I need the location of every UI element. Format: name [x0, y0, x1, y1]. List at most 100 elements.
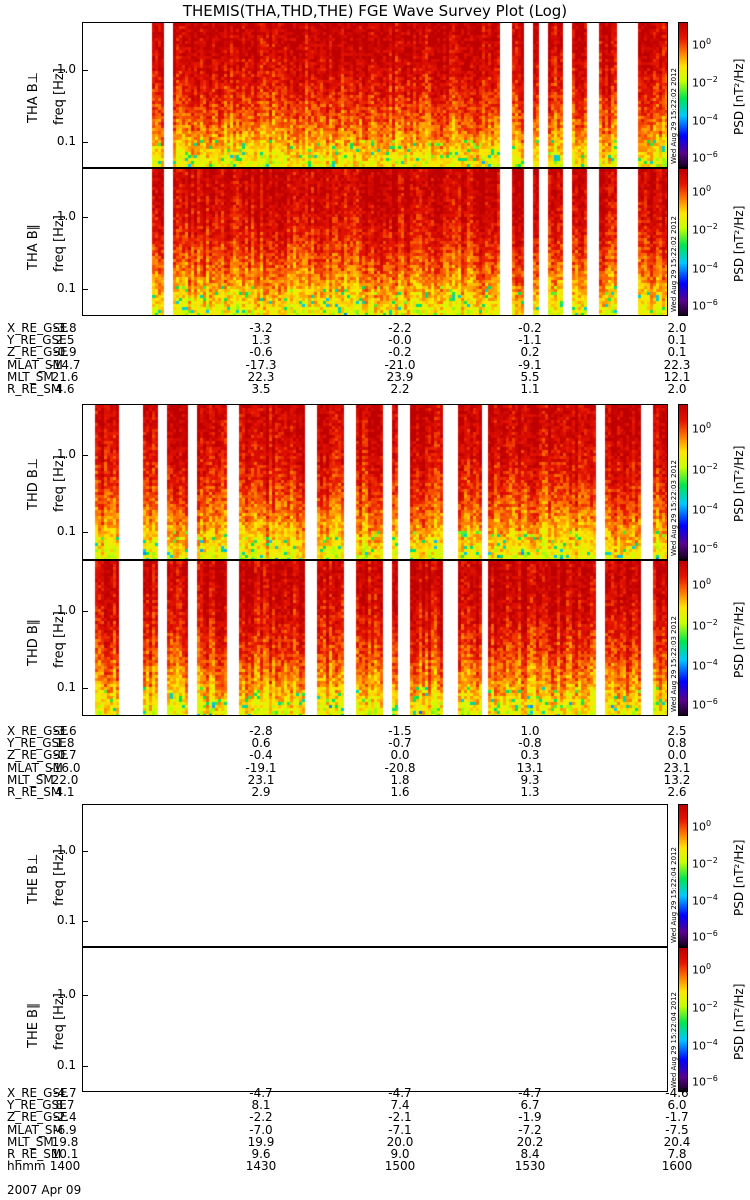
- ephemeris-value: 9.6: [251, 1147, 271, 1161]
- colorbar-tick-label: 10−2: [692, 856, 718, 871]
- ephemeris-label: MLAT_SM: [7, 357, 63, 372]
- ephemeris-value: -2.2: [249, 1110, 273, 1125]
- ephemeris-row: R_RE_SM 4.6 3.5 2.2 1.1 2.0: [7, 383, 727, 395]
- panel-component-label: THA B∥: [26, 223, 41, 270]
- ephemeris-value: 20.0: [386, 1134, 414, 1149]
- freq-tick-mark: [82, 994, 88, 996]
- freq-tick-label: 1.0: [56, 603, 76, 618]
- ephemeris-value: -0.7: [53, 748, 77, 763]
- ephemeris-value: 9.3: [520, 772, 540, 787]
- ephemeris-value: 2.0: [667, 321, 687, 335]
- timestamp-stamp: Wed Aug 29 15:22:04 2012: [670, 992, 678, 1088]
- spectrogram-image: [83, 405, 667, 559]
- ephemeris-value: 2.0: [667, 382, 687, 396]
- ephemeris-row: MLT_SM 19.8 19.9 20.0 20.2 20.4: [7, 1136, 727, 1148]
- freq-tick-label: 0.1: [56, 281, 76, 296]
- colorbar-tick-label: 10−2: [692, 461, 718, 477]
- ephemeris-value: 0.8: [667, 736, 687, 751]
- ephemeris-value: 4.6: [55, 382, 75, 396]
- ephemeris-value: 20.2: [516, 1134, 544, 1149]
- colorbar-tick-label: 10−6: [692, 297, 718, 313]
- psd-colorbar: [678, 804, 688, 947]
- ephemeris-value: -4.7: [249, 1086, 273, 1100]
- ephemeris-row: MLAT_SM -6.9 -7.0 -7.1 -7.2 -7.5: [7, 1124, 727, 1136]
- ephemeris-row: R_RE_SM 4.1 2.9 1.6 1.3 2.6: [7, 786, 727, 798]
- freq-axis-label: freq [Hz]: [52, 848, 67, 906]
- spectrogram-image: [83, 23, 667, 167]
- ephemeris-value: 1600: [661, 1159, 693, 1174]
- ephemeris-value: 1.0: [520, 724, 540, 738]
- ephemeris-value: -0.2: [518, 321, 542, 335]
- panel-component-label: THD B⊥: [26, 457, 41, 510]
- spectrogram-image: [83, 561, 667, 715]
- freq-tick-label: 1.0: [56, 208, 76, 223]
- freq-tick-mark: [82, 141, 88, 143]
- ephemeris-value: -0.6: [249, 345, 273, 360]
- ephemeris-label: X_RE_GSE: [7, 1086, 68, 1100]
- ephemeris-value: -0.2: [388, 345, 412, 360]
- ephemeris-value: 0.3: [520, 748, 540, 763]
- ephemeris-value: -3.2: [249, 321, 273, 335]
- ephemeris-label: Y_RE_GSE: [7, 736, 67, 751]
- ephemeris-value: 23.1: [663, 760, 691, 775]
- ephemeris-value: -7.5: [665, 1122, 689, 1137]
- ephemeris-value: -2.8: [249, 724, 273, 738]
- ephemeris-row: Y_RE_GSE 8.7 8.1 7.4 6.7 6.0: [7, 1099, 727, 1111]
- freq-tick-mark: [82, 70, 88, 72]
- ephemeris-row: Z_RE_GSE -0.9 -0.6 -0.2 0.2 0.1: [7, 346, 727, 358]
- ephemeris-row: X_RE_GSE -3.8 -3.2 -2.2 -0.2 2.0: [7, 322, 727, 334]
- ephemeris-value: -0.4: [249, 748, 273, 763]
- ephemeris-value: -1.1: [518, 333, 542, 348]
- freq-axis-label: freq [Hz]: [52, 992, 67, 1050]
- ephemeris-value: 1400: [49, 1159, 81, 1174]
- ephemeris-row: hhmm 1400 1430 1500 1530 1600: [7, 1160, 727, 1172]
- freq-tick-label: 0.1: [56, 523, 76, 538]
- ephemeris-value: 20.4: [663, 1134, 691, 1149]
- ephemeris-value: 0.1: [667, 333, 687, 348]
- freq-tick-label: 0.1: [56, 1057, 76, 1072]
- ephemeris-value: 0.1: [667, 345, 687, 360]
- ephemeris-value: -7.1: [388, 1122, 412, 1137]
- ephemeris-value: -0.9: [53, 345, 77, 360]
- ephemeris-row: X_RE_GSE -3.6 -2.8 -1.5 1.0 2.5: [7, 725, 727, 737]
- colorbar-label: PSD [nT²/Hz]: [732, 58, 746, 135]
- ephemeris-value: 6.7: [520, 1098, 540, 1113]
- freq-tick-mark: [82, 921, 88, 923]
- ephemeris-label: MLT_SM: [7, 772, 54, 787]
- ephemeris-value: 2.2: [390, 382, 410, 396]
- ephemeris-value: 2.5: [55, 333, 75, 348]
- ephemeris-label: Z_RE_GSE: [7, 1110, 68, 1125]
- ephemeris-value: -2.1: [388, 1110, 412, 1125]
- ephemeris-label: MLT_SM: [7, 1134, 54, 1149]
- ephemeris-value: 8.4: [520, 1147, 540, 1161]
- ephemeris-value: -7.0: [249, 1122, 273, 1137]
- psd-colorbar: [678, 404, 688, 560]
- ephemeris-value: 0.0: [667, 748, 687, 763]
- ephemeris-value: -1.5: [388, 724, 412, 738]
- ephemeris-value: -21.0: [384, 357, 416, 372]
- ephemeris-value: -20.8: [384, 760, 416, 775]
- colorbar-tick-label: 100: [692, 576, 712, 592]
- ephemeris-value: 1.3: [520, 785, 540, 799]
- ephemeris-value: 23.9: [386, 369, 414, 384]
- spectrogram-panel-thd-par: [82, 560, 668, 716]
- spectrogram-image: [83, 169, 667, 315]
- spectrogram-panel-thd-perp: [82, 404, 668, 560]
- freq-axis-label: freq [Hz]: [52, 68, 67, 125]
- freq-tick-label: 0.1: [56, 913, 76, 928]
- ephemeris-label: R_RE_SM: [7, 785, 62, 799]
- ephemeris-value: 22.0: [51, 772, 79, 787]
- colorbar-tick-label: 10−4: [692, 502, 718, 517]
- ephemeris-value: 7.8: [667, 1147, 687, 1161]
- ephemeris-value: 2.6: [667, 785, 687, 799]
- ephemeris-value: 6.0: [667, 1098, 687, 1113]
- colorbar-tick-label: 10−2: [692, 222, 718, 237]
- timestamp-stamp: Wed Aug 29 15:22:03 2012: [670, 616, 678, 712]
- freq-tick-label: 1.0: [56, 843, 76, 858]
- panel-component-label: THE B⊥: [26, 853, 41, 904]
- ephemeris-row: MLT_SM 21.6 22.3 23.9 5.5 12.1: [7, 371, 727, 383]
- spectrogram-image: [83, 948, 667, 1091]
- ephemeris-value: 1.6: [390, 785, 410, 799]
- ephemeris-value: -9.1: [518, 357, 542, 372]
- ephemeris-value: 1.8: [55, 736, 75, 751]
